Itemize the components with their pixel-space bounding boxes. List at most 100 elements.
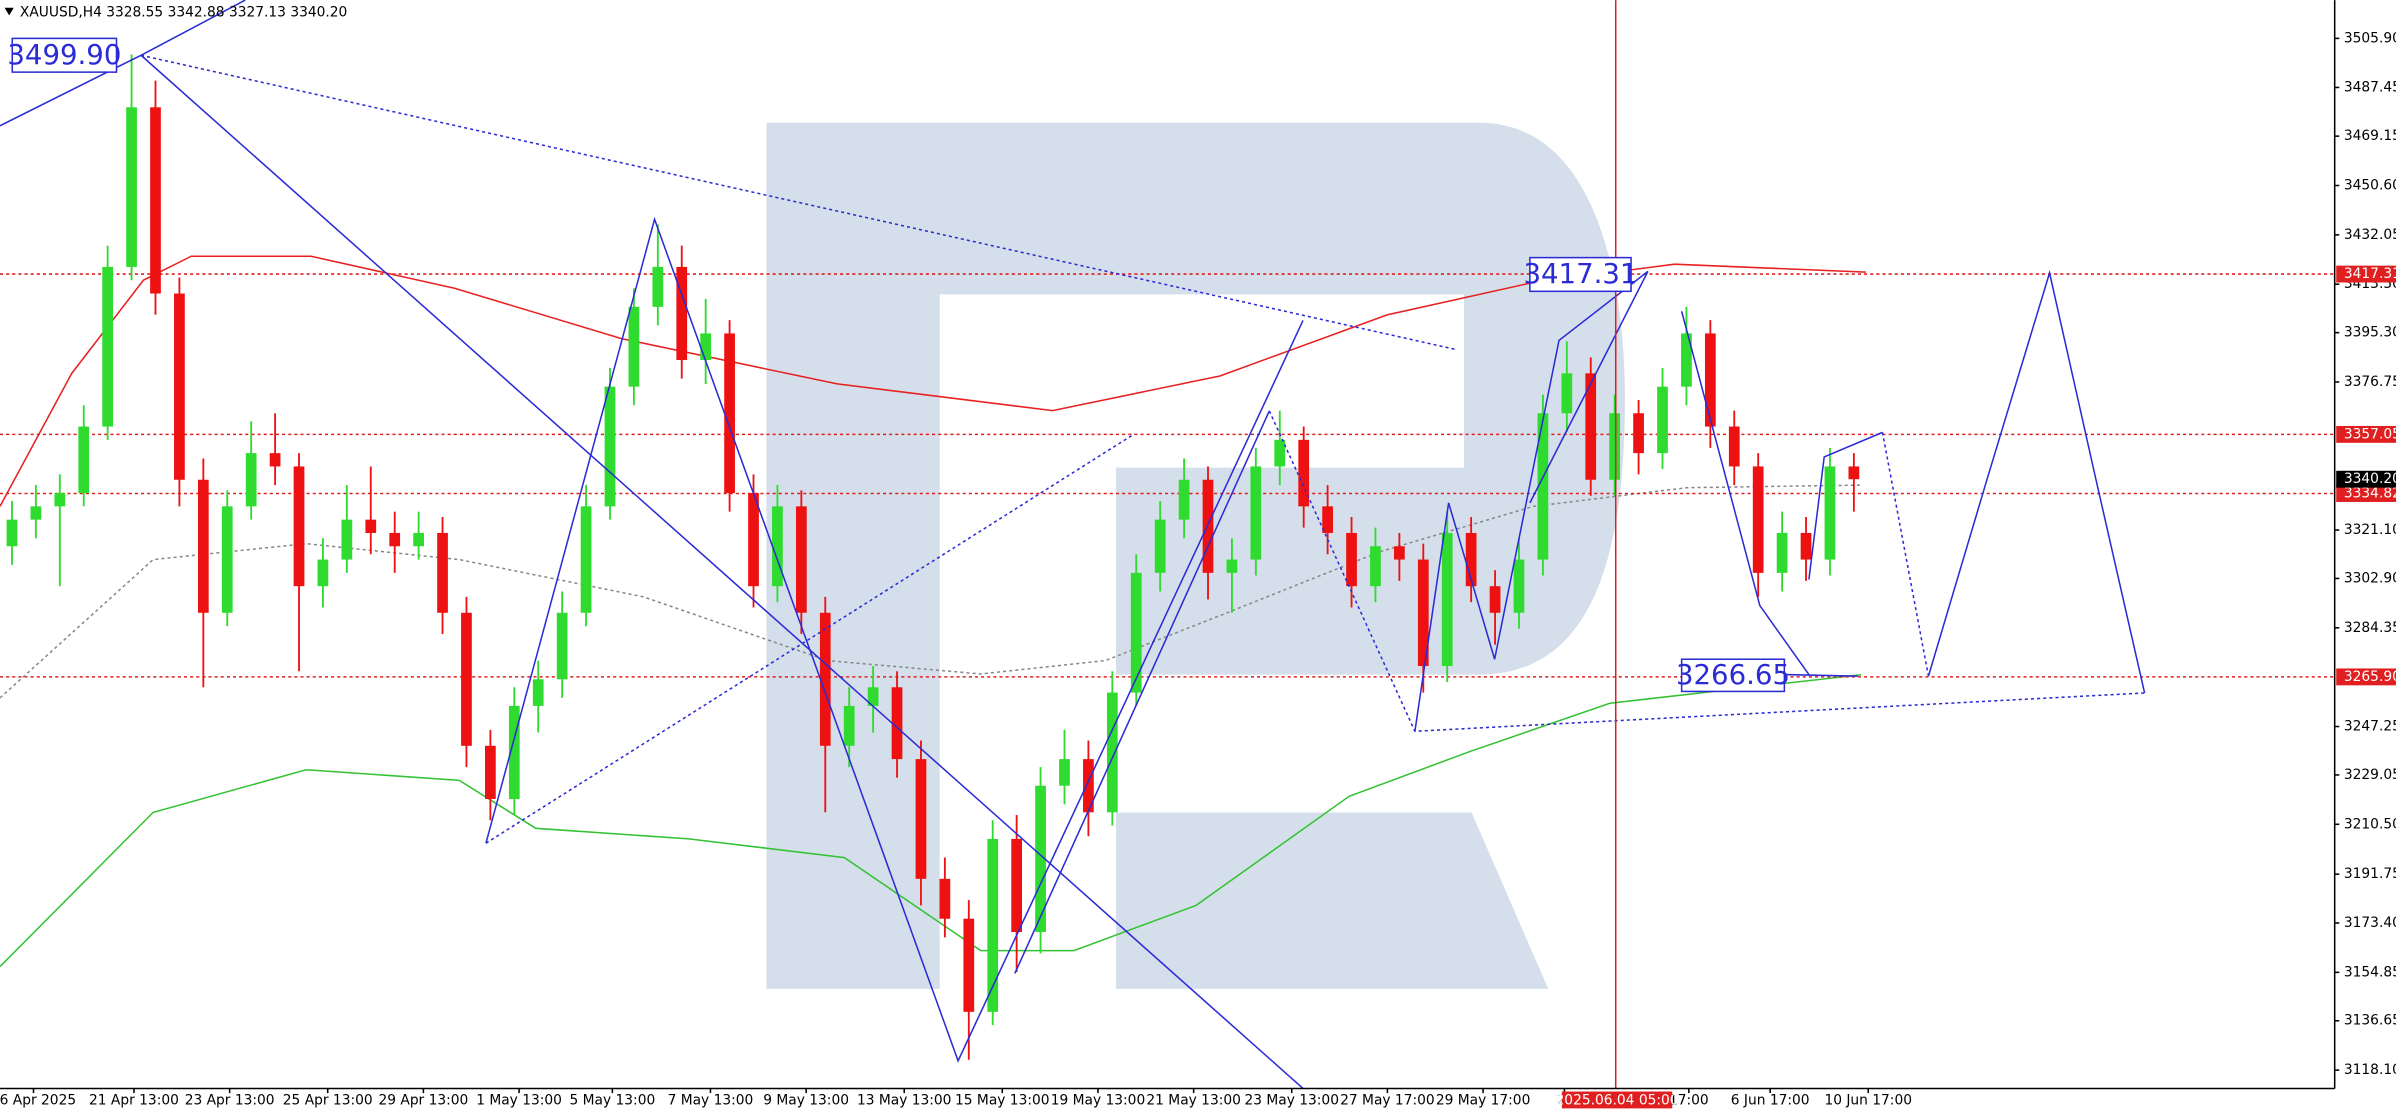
y-tick-label: 3321.10	[2344, 522, 2396, 538]
candle-body	[1585, 373, 1597, 480]
level-label-box	[2336, 668, 2396, 686]
y-tick-label: 3469.15	[2344, 128, 2396, 144]
x-tick-label: 9 May 13:00	[763, 1093, 849, 1109]
current-price-label: 3340.20	[2344, 471, 2396, 487]
candle-body	[150, 107, 161, 294]
candle-body	[437, 532, 448, 613]
candle-body	[1537, 413, 1549, 560]
candle-body	[1106, 692, 1118, 813]
candle-body	[1394, 546, 1405, 560]
candle-body	[700, 333, 712, 361]
current-price-box	[2336, 470, 2396, 488]
candle-body	[556, 612, 568, 680]
y-tick-label: 3505.90	[2344, 30, 2396, 46]
x-tick-label: 16 Apr 2025	[0, 1093, 76, 1109]
candle-body	[413, 532, 424, 547]
candle-body	[1130, 572, 1142, 693]
candle-body	[102, 266, 114, 427]
candle-body	[652, 266, 664, 307]
chart-title: XAUUSD,H4 3328.55 3342.88 3327.13 3340.2…	[20, 4, 347, 20]
x-tick-label: 19 May 13:00	[1051, 1093, 1146, 1109]
candle-body	[963, 918, 975, 1012]
candle-body	[1704, 333, 1716, 427]
candle-body	[1226, 559, 1238, 573]
moving-average	[0, 484, 1862, 699]
time-axis	[0, 1088, 2396, 1110]
y-tick-label: 3118.10	[2344, 1062, 2396, 1078]
candle-body	[1657, 386, 1668, 454]
level-label: 3357.05	[2344, 426, 2396, 442]
candle-body	[1202, 479, 1214, 573]
x-tick-label: 23 Apr 13:00	[185, 1093, 275, 1109]
x-tick-label: 15 May 13:00	[955, 1093, 1050, 1109]
annotation-boxes: 3499.90 3417.31 3266.65	[7, 37, 1790, 693]
candle-body	[1322, 506, 1333, 533]
x-tick-label: 5 May 13:00	[570, 1093, 656, 1109]
x-tick-label: 10 Jun 17:00	[1824, 1093, 1912, 1109]
candle-body	[724, 333, 735, 494]
y-tick-label: 3302.90	[2344, 570, 2396, 586]
level-label-box	[2336, 485, 2396, 502]
level-label: 3334.82	[2344, 486, 2396, 502]
x-tick-label: 23 May 13:00	[1244, 1093, 1339, 1109]
y-tick-label: 3191.75	[2344, 866, 2396, 882]
x-tick-label: 1 May 13:00	[476, 1093, 562, 1109]
candle-body	[197, 479, 209, 613]
candle-body	[174, 293, 185, 480]
crosshair-label: 2025.06.04 05:00	[1556, 1093, 1679, 1109]
moving-average	[0, 673, 1862, 968]
candle-body	[867, 687, 879, 706]
candle-body	[461, 612, 472, 746]
candle-body	[1154, 519, 1166, 573]
y-tick-label: 3284.35	[2344, 620, 2396, 636]
crosshair-label-box	[1561, 1091, 1673, 1109]
candle-body	[772, 506, 783, 587]
candle-body	[1250, 466, 1262, 560]
annotation: 3266.65	[1676, 658, 1790, 691]
candle-body	[78, 426, 90, 494]
y-tick-label: 3210.50	[2344, 816, 2396, 832]
y-tick-label: 3487.45	[2344, 79, 2396, 95]
candle-body	[293, 466, 305, 587]
candle-body	[126, 107, 137, 267]
candle-body	[1035, 785, 1046, 933]
x-tick-label: 21 Apr 13:00	[89, 1093, 179, 1109]
y-tick-label: 3450.60	[2344, 178, 2396, 194]
menu-icon[interactable]	[4, 7, 14, 16]
candle-body	[1681, 333, 1692, 387]
candle-body	[269, 453, 281, 467]
candle-body	[1298, 439, 1310, 507]
candle-body	[1465, 532, 1477, 587]
level-label-box	[2336, 425, 2396, 443]
candle-body	[1848, 466, 1860, 480]
y-tick-label: 3229.05	[2344, 767, 2396, 783]
candle-body	[1274, 439, 1286, 467]
y-tick-label: 3432.05	[2344, 227, 2396, 243]
candle-body	[604, 386, 616, 507]
candle-body	[939, 878, 951, 919]
level-label-box	[2336, 265, 2396, 283]
candle-body	[1776, 532, 1788, 573]
candle-body	[1083, 759, 1094, 813]
candle-body	[1752, 466, 1764, 573]
candle-body	[485, 745, 496, 800]
candle-body	[1728, 426, 1740, 467]
x-tick-label: 6 Jun 17:00	[1731, 1093, 1810, 1109]
trend-lines	[0, 0, 2146, 1090]
annotation: 3417.31	[1523, 257, 1637, 290]
y-tick-label: 3395.30	[2344, 325, 2396, 341]
candle-body	[987, 838, 999, 1012]
y-tick-label: 3173.40	[2344, 915, 2396, 931]
candle-body	[245, 453, 257, 507]
candle-body	[748, 493, 759, 587]
candle-body	[843, 705, 855, 746]
candle-body	[580, 506, 592, 613]
candle-body	[6, 519, 18, 547]
candle-body	[1800, 532, 1812, 560]
candle-body	[317, 559, 329, 587]
candle-body	[819, 612, 831, 746]
candle-body	[1489, 586, 1501, 613]
x-tick-label: 25 Apr 13:00	[283, 1093, 373, 1109]
x-tick-label: 21 May 13:00	[1146, 1093, 1241, 1109]
